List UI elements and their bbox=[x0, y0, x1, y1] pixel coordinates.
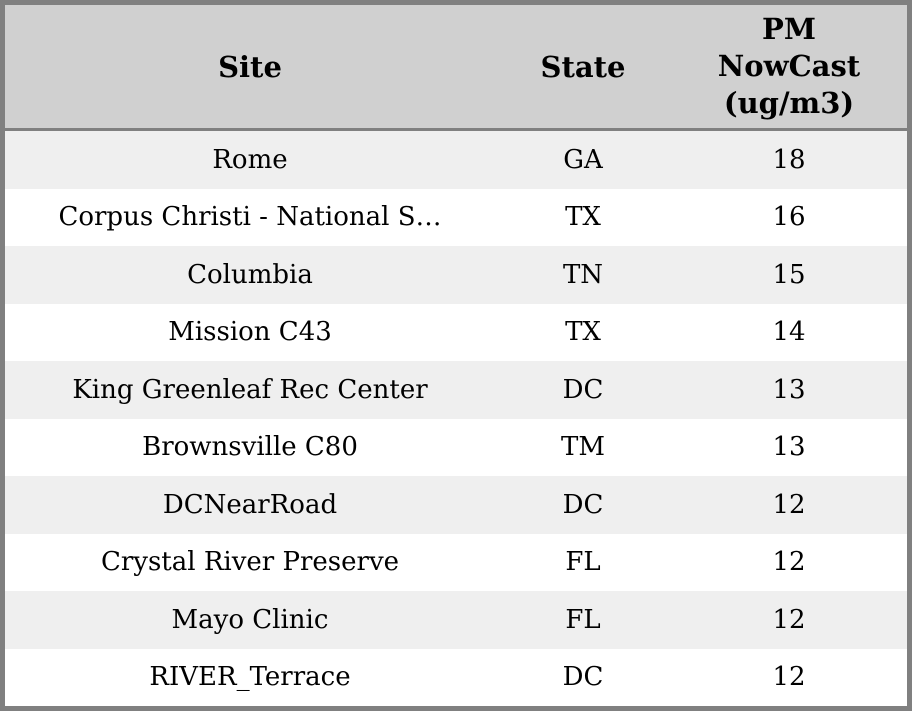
table-row: Mission C43 TX 14 bbox=[5, 303, 907, 361]
table-row: RIVER_Terrace DC 12 bbox=[5, 648, 907, 706]
column-header-state: State bbox=[540, 49, 626, 84]
cell-pm-value: 13 bbox=[772, 432, 806, 463]
column-header-site: Site bbox=[218, 49, 282, 84]
table-row: Rome GA 18 bbox=[5, 131, 907, 189]
table-row: DCNearRoad DC 12 bbox=[5, 476, 907, 534]
cell-site: RIVER_Terrace bbox=[149, 662, 351, 693]
cell-pm-value: 12 bbox=[772, 547, 806, 578]
cell-state: TM bbox=[561, 432, 605, 463]
cell-pm-value: 12 bbox=[772, 662, 806, 693]
cell-pm-value: 14 bbox=[772, 317, 806, 348]
cell-state: FL bbox=[565, 547, 601, 578]
cell-site: Corpus Christi - National S… bbox=[58, 202, 442, 233]
table-row: King Greenleaf Rec Center DC 13 bbox=[5, 361, 907, 419]
column-header-pm-nowcast: PM NowCast (ug/m3) bbox=[717, 12, 861, 120]
cell-pm-value: 12 bbox=[772, 604, 806, 635]
cell-pm-value: 16 bbox=[772, 202, 806, 233]
cell-state: DC bbox=[562, 489, 604, 520]
table-row: Mayo Clinic FL 12 bbox=[5, 591, 907, 649]
cell-state: DC bbox=[562, 662, 604, 693]
table-row: Columbia TN 15 bbox=[5, 246, 907, 304]
cell-site: Brownsville C80 bbox=[142, 432, 358, 463]
cell-site: Mayo Clinic bbox=[171, 604, 329, 635]
cell-site: Mission C43 bbox=[168, 317, 332, 348]
cell-site: Columbia bbox=[187, 259, 313, 290]
table-row: Corpus Christi - National S… TX 16 bbox=[5, 188, 907, 246]
cell-pm-value: 12 bbox=[772, 489, 806, 520]
cell-state: GA bbox=[563, 144, 603, 175]
cell-pm-value: 18 bbox=[772, 144, 806, 175]
cell-site: DCNearRoad bbox=[162, 489, 338, 520]
cell-site: Rome bbox=[212, 144, 288, 175]
cell-state: FL bbox=[565, 604, 601, 635]
cell-pm-value: 13 bbox=[772, 374, 806, 405]
cell-state: TX bbox=[565, 317, 601, 348]
cell-pm-value: 15 bbox=[772, 259, 806, 290]
table-row: Brownsville C80 TM 13 bbox=[5, 418, 907, 476]
table-row: Crystal River Preserve FL 12 bbox=[5, 533, 907, 591]
cell-site: Crystal River Preserve bbox=[100, 547, 400, 578]
table-header-row: Site State PM NowCast (ug/m3) bbox=[5, 5, 907, 131]
cell-state: TN bbox=[562, 259, 604, 290]
cell-state: TX bbox=[565, 202, 601, 233]
cell-state: DC bbox=[562, 374, 604, 405]
cell-site: King Greenleaf Rec Center bbox=[72, 374, 428, 405]
